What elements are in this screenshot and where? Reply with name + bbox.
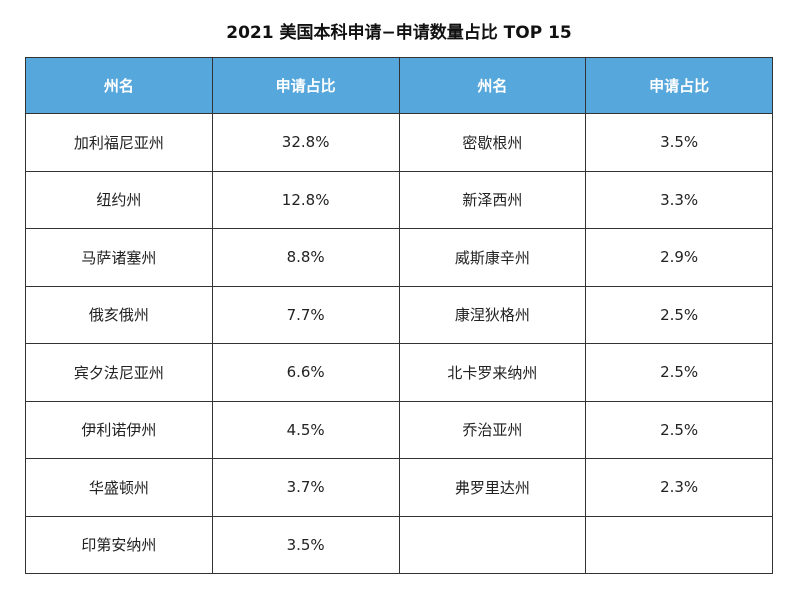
table-cell: 纽约州 bbox=[25, 170, 213, 229]
header-cell: 申请占比 bbox=[211, 57, 400, 114]
table-row: 纽约州 12.8% 新泽西州 3.3% bbox=[25, 170, 773, 229]
table-cell: 2.5% bbox=[585, 400, 773, 459]
table-row: 宾夕法尼亚州 6.6% 北卡罗来纳州 2.5% bbox=[25, 343, 773, 402]
table-body: 加利福尼亚州 32.8% 密歇根州 3.5% 纽约州 12.8% 新泽西州 3.3% 马萨诸塞州… bbox=[25, 113, 773, 574]
table-cell: 4.5% bbox=[211, 400, 400, 459]
table-cell: 俄亥俄州 bbox=[25, 285, 213, 344]
table-row: 加利福尼亚州 32.8% 密歇根州 3.5% bbox=[25, 113, 773, 172]
table-cell: 马萨诸塞州 bbox=[25, 228, 213, 287]
table-cell: 3.5% bbox=[211, 515, 400, 574]
data-table: 州名 申请占比 州名 申请占比 加利福尼亚州 32.8% 密歇根州 3.5% 纽约州 12.8%… bbox=[25, 57, 773, 574]
table-cell: 新泽西州 bbox=[398, 170, 587, 229]
table-cell: 3.7% bbox=[211, 458, 400, 517]
header-cell: 州名 bbox=[25, 57, 213, 114]
table-cell: 伊利诺伊州 bbox=[25, 400, 213, 459]
empty-cell bbox=[398, 515, 587, 574]
table-row: 马萨诸塞州 8.8% 威斯康辛州 2.9% bbox=[25, 228, 773, 287]
table-cell: 乔治亚州 bbox=[398, 400, 587, 459]
empty-cell bbox=[585, 515, 773, 574]
table-row: 伊利诺伊州 4.5% 乔治亚州 2.5% bbox=[25, 400, 773, 459]
table-row: 印第安纳州 3.5% bbox=[25, 515, 773, 574]
table-cell: 华盛顿州 bbox=[25, 458, 213, 517]
table-cell: 2.3% bbox=[585, 458, 773, 517]
table-cell: 3.3% bbox=[585, 170, 773, 229]
table-cell: 3.5% bbox=[585, 113, 773, 172]
table-cell: 北卡罗来纳州 bbox=[398, 343, 587, 402]
table-cell: 2.5% bbox=[585, 343, 773, 402]
table-cell: 康涅狄格州 bbox=[398, 285, 587, 344]
table-cell: 弗罗里达州 bbox=[398, 458, 587, 517]
table-cell: 2.9% bbox=[585, 228, 773, 287]
table-row: 俄亥俄州 7.7% 康涅狄格州 2.5% bbox=[25, 285, 773, 344]
table-header: 州名 申请占比 州名 申请占比 bbox=[25, 57, 773, 114]
header-row: 州名 申请占比 州名 申请占比 bbox=[25, 57, 773, 114]
table-cell: 印第安纳州 bbox=[25, 515, 213, 574]
table-cell: 2.5% bbox=[585, 285, 773, 344]
table-cell: 密歇根州 bbox=[398, 113, 587, 172]
table-cell: 7.7% bbox=[211, 285, 400, 344]
table-cell: 8.8% bbox=[211, 228, 400, 287]
title: 2021 美国本科申请−申请数量占比 TOP 15 bbox=[226, 23, 572, 43]
header-cell: 申请占比 bbox=[585, 57, 773, 114]
table-cell: 32.8% bbox=[211, 113, 400, 172]
table-cell: 宾夕法尼亚州 bbox=[25, 343, 213, 402]
table-cell: 6.6% bbox=[211, 343, 400, 402]
header-cell: 州名 bbox=[398, 57, 587, 114]
table-row: 华盛顿州 3.7% 弗罗里达州 2.3% bbox=[25, 458, 773, 517]
table-cell: 加利福尼亚州 bbox=[25, 113, 213, 172]
table-cell: 威斯康辛州 bbox=[398, 228, 587, 287]
table-cell: 12.8% bbox=[211, 170, 400, 229]
